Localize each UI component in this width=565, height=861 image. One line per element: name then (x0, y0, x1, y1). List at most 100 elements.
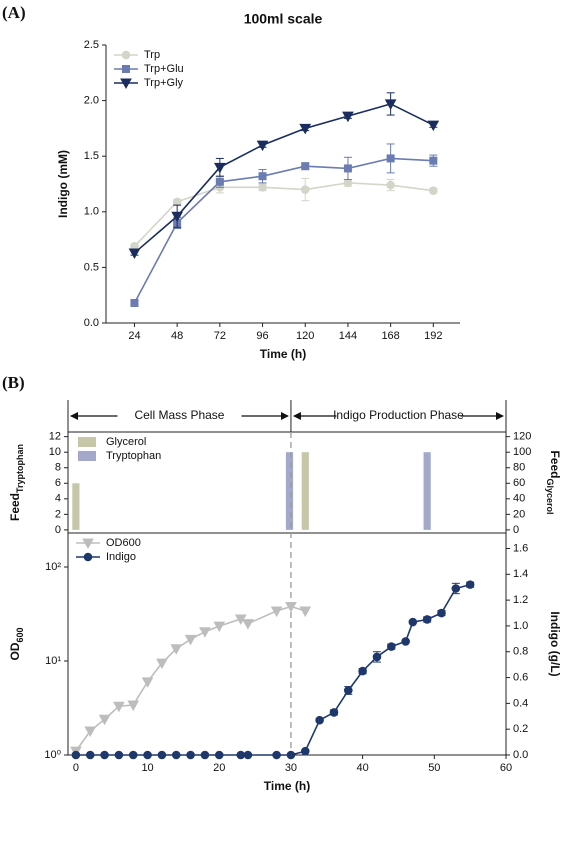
y2-tick-label: 100 (513, 446, 531, 458)
marker (215, 177, 224, 186)
x-tick-label: 96 (256, 330, 268, 342)
legend-label: OD600 (106, 537, 141, 549)
marker (401, 637, 410, 646)
phase-label-bg (117, 408, 242, 424)
chart-title: 100ml scale (244, 11, 323, 27)
x-tick-label: 0 (73, 762, 79, 774)
phase-label: Cell Mass Phase (134, 408, 224, 422)
series-line (75, 605, 306, 752)
series-line (133, 157, 434, 304)
y2-tick-label: 0.4 (513, 697, 528, 709)
y2-tick-label: 0.8 (513, 646, 528, 658)
bar (285, 452, 294, 530)
marker (408, 617, 418, 627)
marker (429, 186, 438, 195)
marker (199, 627, 211, 638)
y2-tick-label: 1.0 (513, 620, 528, 632)
y-axis-label: Indigo (mM) (56, 150, 70, 218)
marker (172, 197, 182, 207)
y-tick-label: 10² (45, 561, 61, 573)
marker (384, 99, 397, 110)
marker (71, 750, 81, 760)
legend-label: Glycerol (106, 436, 146, 448)
marker (387, 642, 396, 651)
y-axis-label: OD600 (8, 627, 25, 660)
y-tick-label: 10 (49, 446, 61, 458)
legend-label: Trp+Glu (144, 63, 184, 75)
x-axis-label: Time (h) (264, 779, 310, 793)
y2-tick-label: 80 (513, 462, 525, 474)
marker (242, 619, 254, 630)
marker (272, 750, 281, 760)
legend-label: Tryptophan (106, 450, 161, 462)
y-axis-label: FeedTryptophan (8, 444, 25, 521)
y-tick-label: 0 (55, 524, 61, 536)
marker (84, 726, 97, 738)
marker (82, 538, 94, 550)
series-line (133, 103, 434, 254)
marker (236, 750, 246, 760)
marker (213, 162, 226, 174)
marker (301, 162, 310, 171)
marker (128, 750, 138, 760)
marker (386, 180, 395, 190)
marker (200, 750, 210, 760)
marker (157, 750, 167, 760)
y-axis-label-sub: Tryptophan (15, 444, 25, 493)
marker (171, 750, 181, 760)
y2-tick-label: 0.2 (513, 723, 528, 735)
marker (170, 644, 183, 655)
y-tick-label: 6 (55, 477, 61, 489)
marker (243, 750, 253, 760)
x-tick-label: 120 (296, 330, 314, 342)
bar (423, 452, 431, 530)
marker (258, 183, 267, 192)
panel-label: (A) (2, 3, 26, 22)
y-axis-label-main: OD (8, 642, 22, 660)
marker (427, 120, 440, 132)
marker (429, 156, 438, 165)
marker (285, 602, 297, 613)
legend-swatch (78, 437, 96, 447)
marker (299, 123, 312, 135)
marker (372, 652, 382, 662)
x-tick-label: 144 (339, 330, 357, 342)
y2-axis-label: FeedGlycerol (545, 450, 562, 514)
marker (186, 750, 195, 760)
marker (141, 677, 154, 688)
marker (300, 746, 310, 756)
y-tick-label: 10⁰ (44, 749, 61, 761)
marker (286, 750, 296, 760)
series-line (75, 583, 471, 756)
x-tick-label: 40 (357, 762, 369, 774)
x-tick-label: 30 (285, 762, 297, 774)
bar (72, 483, 80, 530)
marker (171, 211, 184, 223)
x-tick-label: 50 (428, 762, 440, 774)
x-tick-label: 72 (214, 330, 226, 342)
legend-label: Trp+Gly (144, 77, 184, 89)
y2-tick-label: 40 (513, 493, 525, 505)
y2-axis-label-sub: Glycerol (545, 478, 555, 514)
marker (315, 715, 324, 725)
marker (300, 185, 310, 194)
marker (213, 621, 226, 633)
y-tick-label: 0.0 (84, 317, 99, 329)
x-axis-label: Time (h) (260, 347, 306, 361)
marker (214, 750, 224, 760)
phase-label-bg (336, 408, 461, 424)
y-tick-label: 8 (55, 462, 61, 474)
marker (343, 164, 352, 173)
marker (122, 65, 130, 73)
y2-tick-label: 60 (513, 477, 525, 489)
y2-tick-label: 0.0 (513, 749, 528, 761)
marker (343, 686, 353, 695)
bar (301, 452, 309, 530)
x-tick-label: 168 (381, 330, 399, 342)
y2-tick-label: 0.6 (513, 671, 528, 683)
marker (343, 178, 353, 188)
y-tick-label: 4 (55, 493, 61, 505)
y2-axis-label-main: Feed (548, 450, 562, 478)
marker (184, 634, 197, 646)
panel-label: (B) (2, 373, 25, 392)
